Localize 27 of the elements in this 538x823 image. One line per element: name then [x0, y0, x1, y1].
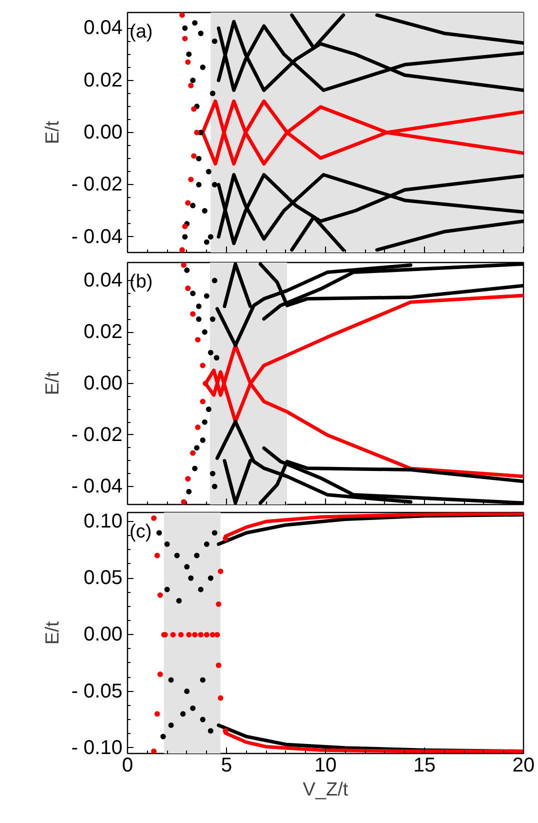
y-tick-label: - 0.10 [71, 736, 123, 759]
y-tick-label: - 0.02 [71, 174, 123, 196]
x-tick-label: 15 [413, 754, 436, 776]
x-tick-label: 10 [314, 754, 337, 776]
x-tick-label: 20 [512, 754, 535, 776]
y-tick-label: 0.00 [84, 624, 123, 646]
y-tick-label: 0.00 [84, 372, 123, 394]
y-tick-label: 0.04 [84, 17, 123, 40]
y-tick-label: - 0.05 [71, 680, 123, 702]
y-tick-label: - 0.04 [71, 475, 123, 498]
annotation: (b) [130, 272, 153, 292]
x-tick-label: 5 [220, 754, 232, 776]
x-axis-title: V_Z/t [302, 780, 349, 800]
y-tick-label: - 0.02 [71, 424, 123, 446]
y-tick-label: 0.10 [84, 510, 123, 533]
y-tick-label: 0.02 [84, 69, 123, 92]
y-axis-title: E/t [42, 120, 64, 144]
y-tick-label: 0.04 [84, 270, 123, 292]
y-axis-title: E/t [42, 620, 64, 645]
y-tick-label: 0.00 [84, 122, 123, 144]
y-tick-label: 0.02 [84, 321, 123, 344]
annotation: (c) [130, 522, 152, 542]
annotation: (a) [130, 22, 153, 42]
y-axis-title: E/t [42, 371, 64, 396]
x-tick-label: 0 [122, 754, 134, 776]
y-tick-label: 0.05 [84, 567, 123, 590]
y-tick-label: - 0.04 [71, 226, 123, 248]
